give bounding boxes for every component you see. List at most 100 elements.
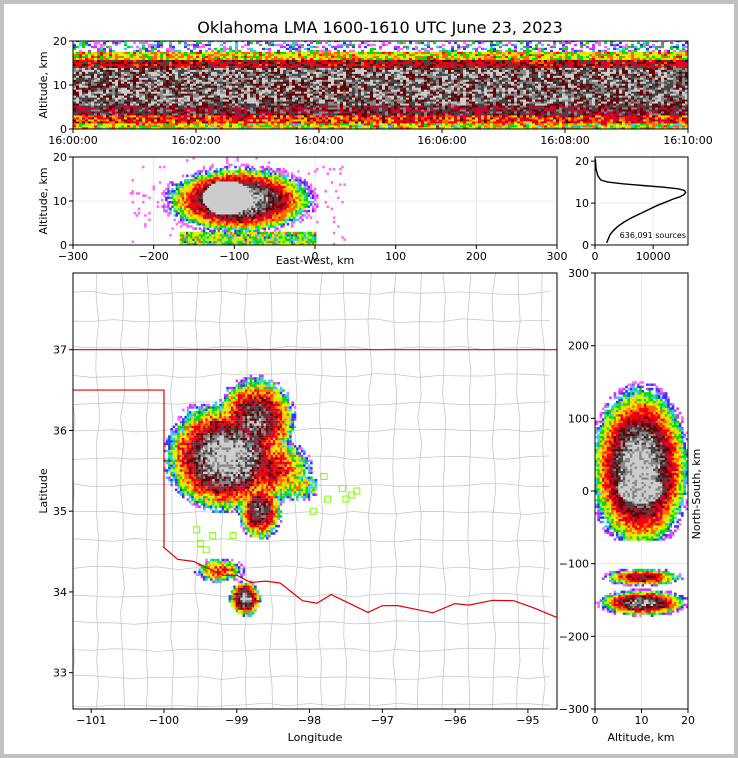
altitude-time-cell	[229, 103, 232, 106]
altitude-time-cell	[373, 69, 376, 72]
altitude-time-cell	[361, 51, 364, 55]
altitude-time-cell	[160, 57, 163, 60]
altitude-time-cell	[208, 87, 211, 90]
altitude-time-cell	[202, 53, 205, 57]
altitude-time-cell	[157, 127, 160, 129]
altitude-time-cell	[118, 91, 121, 94]
altitude-time-cell	[259, 83, 262, 86]
altitude-time-cell	[184, 89, 187, 92]
altitude-time-cell	[106, 103, 109, 106]
altitude-time-cell	[205, 91, 208, 94]
altitude-time-cell	[181, 79, 184, 82]
altitude-time-cell	[316, 91, 319, 94]
altitude-time-cell	[208, 69, 211, 72]
altitude-time-cell	[172, 71, 175, 74]
altitude-time-cell	[148, 61, 151, 64]
altitude-time-cell	[184, 67, 187, 70]
altitude-time-cell	[424, 83, 427, 86]
altitude-time-cell	[121, 105, 124, 108]
altitude-time-cell	[133, 65, 136, 68]
altitude-time-cell	[355, 63, 358, 66]
altitude-time-cell	[349, 53, 352, 57]
altitude-time-cell	[208, 123, 211, 126]
altitude-time-cell	[184, 75, 187, 78]
altitude-time-cell	[286, 123, 289, 126]
altitude-time-cell	[97, 73, 100, 76]
altitude-time-cell	[421, 123, 424, 126]
altitude-time-cell	[355, 103, 358, 106]
altitude-time-cell	[373, 115, 376, 118]
altitude-time-cell	[397, 117, 400, 120]
altitude-time-cell	[262, 99, 265, 102]
altitude-time-cell	[424, 75, 427, 78]
altitude-time-cell	[100, 97, 103, 100]
altitude-time-cell	[424, 71, 427, 74]
altitude-time-cell	[256, 125, 259, 128]
altitude-time-cell	[367, 85, 370, 88]
altitude-time-cell	[277, 65, 280, 68]
altitude-time-cell	[424, 127, 427, 129]
altitude-time-cell	[142, 89, 145, 92]
altitude-time-cell	[328, 73, 331, 76]
altitude-time-cell	[295, 127, 298, 129]
altitude-time-cell	[427, 87, 430, 90]
altitude-time-cell	[364, 71, 367, 74]
altitude-time-cell	[352, 59, 355, 62]
altitude-time-cell	[361, 93, 364, 96]
altitude-time-cell	[376, 123, 379, 126]
altitude-time-cell	[349, 43, 352, 47]
altitude-time-cell	[337, 67, 340, 70]
altitude-time-cell	[190, 65, 193, 68]
altitude-time-cell	[385, 125, 388, 128]
altitude-time-cell	[376, 67, 379, 70]
altitude-time-cell	[241, 121, 244, 124]
altitude-time-cell	[184, 123, 187, 126]
altitude-time-cell	[385, 91, 388, 94]
altitude-time-cell	[160, 77, 163, 80]
altitude-time-cell	[271, 43, 274, 47]
altitude-time-cell	[223, 117, 226, 120]
altitude-time-cell	[265, 81, 268, 84]
altitude-time-cell	[91, 123, 94, 126]
altitude-time-cell	[169, 59, 172, 62]
altitude-time-cell	[76, 115, 79, 118]
altitude-time-cell	[415, 89, 418, 92]
altitude-time-cell	[82, 115, 85, 118]
altitude-time-cell	[409, 125, 412, 128]
altitude-time-cell	[118, 109, 121, 112]
altitude-time-cell	[265, 107, 268, 110]
altitude-time-cell	[421, 79, 424, 82]
altitude-time-cell	[352, 81, 355, 84]
altitude-time-cell	[403, 103, 406, 106]
altitude-time-cell	[340, 65, 343, 68]
altitude-time-cell	[130, 97, 133, 100]
altitude-time-cell	[253, 87, 256, 90]
altitude-time-cell	[94, 95, 97, 98]
altitude-time-cell	[133, 95, 136, 98]
altitude-time-cell	[328, 61, 331, 64]
altitude-time-cell	[304, 125, 307, 128]
altitude-time-cell	[370, 61, 373, 64]
altitude-time-cell	[175, 125, 178, 128]
altitude-time-cell	[190, 103, 193, 106]
altitude-time-cell	[238, 93, 241, 96]
altitude-time-cell	[379, 121, 382, 124]
altitude-time-cell	[382, 77, 385, 80]
altitude-time-cell	[406, 95, 409, 98]
altitude-time-cell	[97, 85, 100, 88]
altitude-time-cell	[211, 85, 214, 88]
altitude-time-cell	[280, 69, 283, 72]
altitude-time-cell	[91, 119, 94, 122]
altitude-time-cell	[145, 61, 148, 64]
altitude-time-cell	[355, 101, 358, 104]
altitude-time-cell	[169, 47, 172, 51]
altitude-time-cell	[118, 51, 121, 55]
altitude-time-cell	[397, 83, 400, 86]
altitude-time-cell	[385, 65, 388, 68]
altitude-time-cell	[409, 119, 412, 122]
altitude-time-cell	[187, 97, 190, 100]
altitude-time-cell	[370, 49, 373, 53]
altitude-time-cell	[247, 71, 250, 74]
altitude-time-cell	[148, 69, 151, 72]
altitude-time-cell	[190, 99, 193, 102]
